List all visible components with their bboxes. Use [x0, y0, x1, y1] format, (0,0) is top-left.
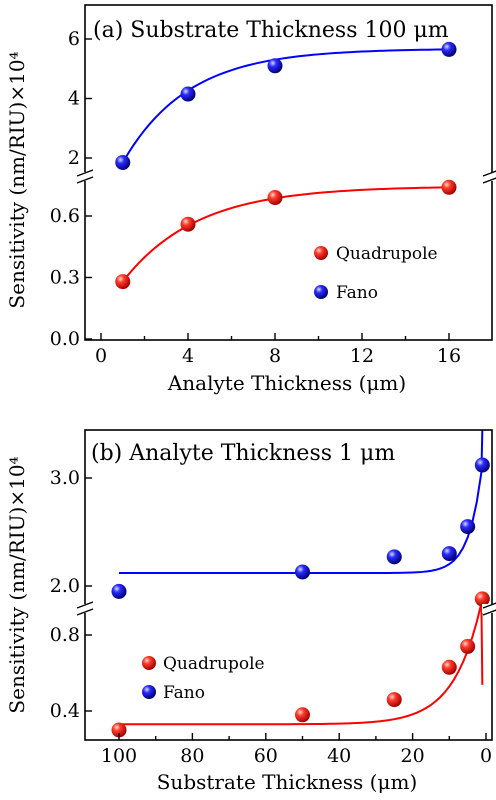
panel-b-legend: Quadrupole Fano: [142, 654, 265, 703]
x-tick-label: 8: [269, 345, 281, 367]
data-point-quadrupole: [115, 274, 131, 290]
x-tick-label: 0: [95, 345, 107, 367]
y-tick-label: 0.3: [50, 267, 80, 289]
panel-b-xlabel: Substrate Thickness (μm): [157, 770, 418, 794]
panel-a-xlabel: Analyte Thickness (μm): [167, 371, 406, 395]
legend-b-quadrupole-label: Quadrupole: [163, 654, 265, 674]
data-point-quadrupole: [386, 692, 402, 708]
x-tick-label: 100: [101, 745, 137, 767]
data-point-fano: [115, 154, 131, 170]
panel-a: 0 4 8 12 16 0.0 0.3 0.6 2 4 6 (a) Substrate Thickn…: [5, 4, 496, 395]
data-point-quadrupole: [111, 722, 127, 738]
panel-b-ticks: 100 80 60 40 20 0 0.4 0.8 2.0 3.0: [50, 467, 492, 767]
y-tick-label: 2.0: [50, 575, 80, 597]
data-point-fano: [111, 583, 127, 599]
panel-b-ylabel: Sensitivity (nm/RIU)×10⁴: [5, 456, 29, 713]
legend-b-quadrupole-marker: [142, 656, 156, 670]
panel-a-legend: Quadrupole Fano: [314, 244, 438, 303]
data-point-fano: [460, 519, 476, 535]
data-point-quadrupole: [295, 707, 310, 723]
data-point-quadrupole: [180, 216, 196, 232]
legend-b-fano-label: Fano: [163, 683, 205, 703]
x-tick-label: 0: [480, 745, 492, 767]
panel-a-ticks: 0 4 8 12 16 0.0 0.3 0.6 2 4 6: [50, 28, 461, 367]
data-point-fano: [295, 564, 310, 580]
panel-a-frame: [84, 4, 493, 341]
x-tick-label: 80: [180, 745, 204, 767]
y-tick-label: 4: [68, 88, 80, 110]
legend-a-fano-marker: [314, 285, 328, 299]
legend-a-quadrupole-label: Quadrupole: [336, 244, 438, 264]
data-point-fano: [441, 41, 457, 57]
panel-a-ylabel: Sensitivity (nm/RIU)×10⁴: [5, 51, 29, 308]
panel-b-title: (b) Analyte Thickness 1 μm: [91, 441, 395, 466]
fit-curve-quadrupole: [121, 186, 450, 283]
legend-a-quadrupole-marker: [314, 246, 328, 260]
y-tick-label: 0.4: [50, 700, 80, 722]
data-point-quadrupole: [267, 190, 283, 206]
x-tick-label: 16: [437, 345, 461, 367]
y-tick-label: 0.0: [50, 328, 80, 350]
x-tick-label: 40: [327, 745, 351, 767]
panel-a-marks: [115, 41, 457, 290]
legend-b-fano-marker: [142, 685, 156, 699]
legend-a-fano-label: Fano: [336, 283, 378, 303]
panel-b-marks: [111, 430, 490, 738]
data-point-quadrupole: [460, 638, 476, 654]
y-tick-label: 3.0: [50, 467, 80, 489]
data-point-fano: [474, 457, 490, 473]
data-point-fano: [441, 546, 457, 562]
data-point-fano: [180, 86, 196, 102]
panel-b: 100 80 60 40 20 0 0.4 0.8 2.0 3.0 (b) Analyte Thi…: [5, 429, 496, 794]
data-point-fano: [267, 58, 283, 74]
x-tick-label: 12: [350, 345, 374, 367]
x-tick-label: 4: [182, 345, 194, 367]
fit-curve-quadrupole: [119, 602, 484, 726]
data-point-fano: [386, 549, 402, 565]
panel-a-title: (a) Substrate Thickness 100 μm: [93, 18, 449, 43]
y-tick-label: 2: [68, 147, 80, 169]
panel-b-break: [76, 601, 496, 616]
data-point-quadrupole: [441, 179, 457, 195]
data-point-quadrupole: [474, 591, 490, 607]
y-tick-label: 0.8: [50, 624, 80, 646]
x-tick-label: 20: [401, 745, 425, 767]
panel-b-frame: [84, 429, 493, 741]
fit-curve-fano: [121, 48, 450, 163]
x-tick-label: 60: [254, 745, 278, 767]
y-tick-label: 0.6: [50, 205, 80, 227]
panel-a-break: [76, 169, 496, 184]
y-tick-label: 6: [68, 28, 80, 50]
data-point-quadrupole: [441, 659, 457, 675]
